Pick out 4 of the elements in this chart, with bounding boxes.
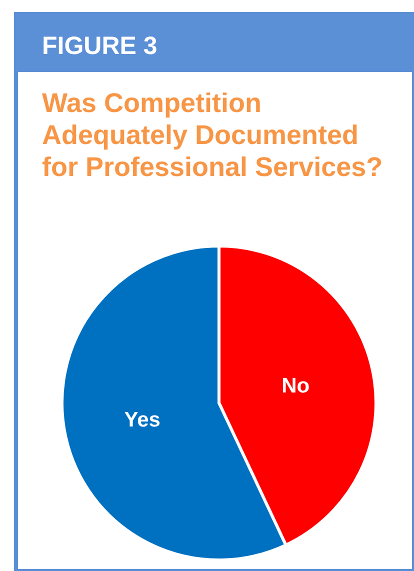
chart-title: FIGURE 3: [42, 32, 158, 60]
slice-label: Yes: [124, 408, 160, 432]
slice-label: No: [282, 374, 310, 398]
chart-subtitle: Was Competition Adequately Documented for Professional Services?: [42, 88, 383, 182]
